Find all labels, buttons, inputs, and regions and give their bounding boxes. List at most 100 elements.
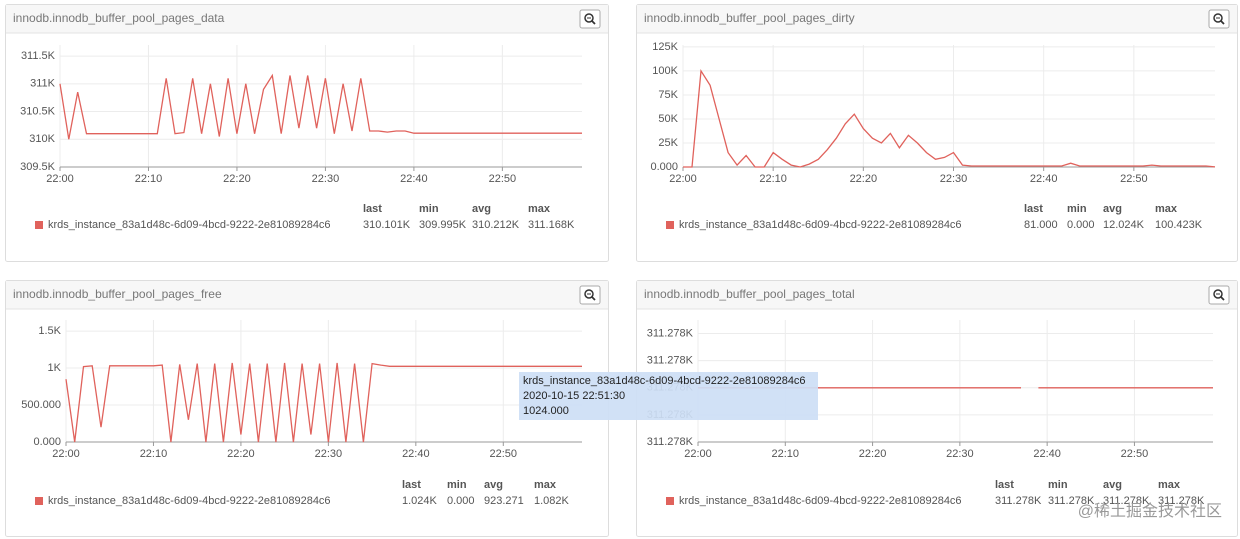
y-tick-label: 1.5K [38,325,61,337]
x-tick-label: 22:50 [1120,173,1148,185]
legend-stat: 0.000 [1067,219,1095,231]
zoom-button[interactable] [1208,285,1230,305]
legend-stat: 309.995K [419,219,467,231]
x-tick-label: 22:50 [490,448,518,460]
x-tick-label: 22:40 [1030,173,1058,185]
x-tick-label: 22:30 [312,173,340,185]
legend-series-name: krds_instance_83a1d48c-6d09-4bcd-9222-2e… [48,219,331,231]
panel-header [637,281,1237,309]
panel: innodb.innodb_buffer_pool_pages_data 309.… [5,4,609,262]
y-tick-label: 500.000 [21,399,61,411]
zoom-icon [584,13,594,23]
legend-stat: 1.082K [534,495,570,507]
y-tick-label: 311.278K [647,355,694,367]
legend-column-header: min [1048,479,1068,491]
panel-header [637,5,1237,33]
x-tick-label: 22:20 [223,173,251,185]
legend-stat: 12.024K [1103,219,1145,231]
legend-series-name: krds_instance_83a1d48c-6d09-4bcd-9222-2e… [679,495,962,507]
panel-title: innodb.innodb_buffer_pool_pages_dirty [644,11,855,25]
zoom-button[interactable] [579,9,601,29]
tooltip: krds_instance_83a1d48c-6d09-4bcd-9222-2e… [519,372,818,420]
zoom-icon [591,296,596,301]
panel-title: innodb.innodb_buffer_pool_pages_free [13,287,222,301]
x-tick-label: 22:50 [1121,448,1149,460]
legend-column-header: last [1024,203,1043,215]
y-tick-label: 310.5K [20,105,56,117]
x-tick-label: 22:00 [52,448,80,460]
x-tick-label: 22:30 [315,448,343,460]
series-line [59,73,582,140]
legend-stat: 0.000 [447,495,475,507]
zoom-icon [1213,289,1223,299]
zoom-icon [591,20,596,25]
panel: innodb.innodb_buffer_pool_pages_free 0.00… [5,280,609,537]
x-tick-label: 22:20 [227,448,255,460]
tooltip-line: 2020-10-15 22:51:30 [523,390,625,402]
legend-stat: 100.423K [1155,219,1203,231]
panel-header [6,5,608,33]
panel-frame [636,4,1238,262]
watermark: @稀土掘金技术社区 [1078,502,1222,520]
legend-swatch [35,497,43,505]
legend-column-header: max [1155,203,1178,215]
legend-stat: 81.000 [1024,219,1058,231]
y-tick-label: 310K [29,133,55,145]
y-tick-label: 0.000 [33,436,61,448]
x-tick-label: 22:10 [135,173,163,185]
legend-stat: 311.278K [995,495,1042,507]
x-tick-label: 22:30 [946,448,974,460]
legend-column-header: avg [472,203,491,215]
panel-title: innodb.innodb_buffer_pool_pages_data [13,11,225,25]
zoom-icon [1220,296,1225,301]
zoom-button-frame [579,9,601,29]
legend-stat: 311.278K [1103,495,1150,507]
x-tick-label: 22:20 [850,173,878,185]
y-tick-label: 311.278K [647,327,694,339]
legend-column-header: last [363,203,382,215]
zoom-button-frame [1208,285,1230,305]
legend-stat: 311.278K [1048,495,1095,507]
legend-column-header: last [995,479,1014,491]
zoom-button[interactable] [579,285,601,305]
legend-stat: 311.168K [528,219,575,231]
zoom-button[interactable] [1208,9,1230,29]
legend-swatch [666,221,674,229]
y-tick-label: 125K [652,41,678,53]
x-tick-label: 22:20 [859,448,887,460]
x-tick-label: 22:10 [772,448,800,460]
panel-frame [5,4,609,262]
x-tick-label: 22:10 [140,448,168,460]
tooltip-line: 1024.000 [523,405,569,417]
panel: innodb.innodb_buffer_pool_pages_dirty 0.0… [636,4,1238,262]
y-tick-label: 0.000 [650,161,678,173]
legend-column-header: last [402,479,421,491]
zoom-icon [584,289,594,299]
tooltip-box [519,372,818,420]
legend-column-header: min [447,479,467,491]
legend-series-name: krds_instance_83a1d48c-6d09-4bcd-9222-2e… [48,495,331,507]
legend-column-header: max [528,203,551,215]
zoom-icon [1220,20,1225,25]
legend-column-header: min [1067,203,1087,215]
x-tick-label: 22:40 [1033,448,1061,460]
x-tick-label: 22:10 [759,173,787,185]
zoom-button-frame [1208,9,1230,29]
x-tick-label: 22:00 [669,173,697,185]
legend-stat: 310.101K [363,219,411,231]
legend-stat: 923.271 [484,495,524,507]
y-tick-label: 100K [652,65,678,77]
x-tick-label: 22:00 [684,448,712,460]
y-tick-label: 311.5K [21,50,56,62]
legend-series-name: krds_instance_83a1d48c-6d09-4bcd-9222-2e… [679,219,962,231]
y-tick-label: 50K [658,113,678,125]
zoom-icon [1213,13,1223,23]
legend-stat: 310.212K [472,219,520,231]
legend-column-header: max [534,479,557,491]
legend-column-header: max [1158,479,1181,491]
y-tick-label: 309.5K [20,161,56,173]
x-tick-label: 22:00 [46,173,74,185]
panel-title: innodb.innodb_buffer_pool_pages_total [644,287,855,301]
y-tick-label: 1K [48,362,62,374]
